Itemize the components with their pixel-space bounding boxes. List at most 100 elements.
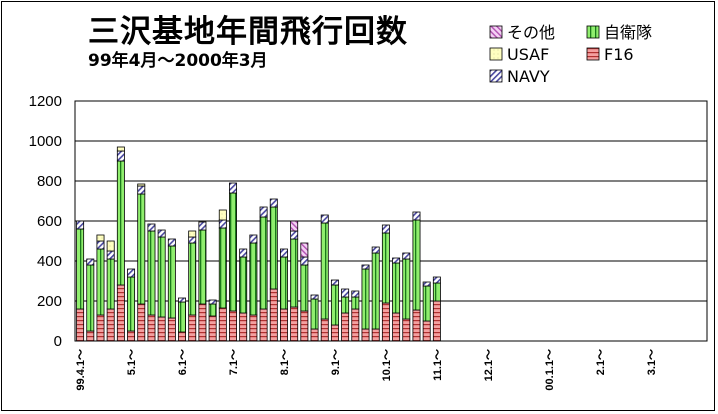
bar-segment	[218, 307, 227, 342]
legend-label: NAVY	[507, 67, 550, 86]
bar-segment	[116, 284, 125, 342]
bar-segment	[422, 285, 431, 322]
bar-segment	[86, 258, 95, 266]
bar-segment	[351, 308, 360, 342]
bar-segment	[371, 252, 380, 330]
y-tick-label: 400	[37, 253, 62, 270]
bar-segment	[392, 257, 401, 264]
axes: 0 200 400 600 800 1000 1200 99.4.1～ 5.1～ 6.1～ 7.1～…	[29, 93, 708, 391]
bars-group	[76, 146, 441, 342]
bar-segment	[432, 282, 441, 302]
bar-segment	[188, 236, 197, 244]
x-tick-label: 7.1～	[228, 349, 240, 375]
bar-segment	[96, 240, 105, 250]
x-tick-label: 12.1～	[483, 349, 495, 381]
bar-segment	[259, 206, 268, 218]
bar-segment	[320, 222, 329, 320]
chart-subtitle: 99年4月～2000年3月	[88, 51, 268, 71]
bar-segment	[116, 146, 125, 152]
x-tick-label: 10.1～	[381, 349, 393, 381]
bar-segment	[351, 296, 360, 310]
bar-segment	[269, 288, 278, 342]
bar-segment	[330, 284, 339, 326]
bar-segment	[137, 303, 146, 342]
bar-segment	[127, 276, 136, 332]
bar-segment	[290, 238, 299, 308]
bar-segment	[341, 296, 350, 314]
bar-segment	[127, 330, 136, 342]
bar-segment	[269, 198, 278, 208]
bar-segment	[310, 328, 319, 342]
plot-area	[74, 100, 708, 342]
legend-swatch	[489, 47, 503, 61]
bar-segment	[76, 228, 85, 310]
bar-segment	[259, 308, 268, 342]
x-tick-label: 3.1～	[646, 349, 658, 375]
bar-segment	[229, 310, 237, 342]
bar-segment	[137, 193, 146, 305]
bar-segment	[371, 328, 380, 342]
bar-segment	[300, 242, 309, 258]
legend-label: その他	[507, 23, 555, 42]
bar-segment	[402, 318, 411, 342]
bar-segment	[178, 297, 187, 303]
bar-segment	[412, 211, 421, 221]
bar-segment	[269, 206, 278, 290]
y-tick-label: 800	[37, 173, 62, 190]
legend-swatch	[489, 69, 503, 83]
bar-segment	[279, 308, 288, 342]
bar-segment	[198, 221, 207, 231]
bar-segment	[208, 299, 217, 305]
x-tick-label: 6.1～	[177, 349, 189, 375]
bar-segment	[330, 324, 339, 342]
bar-segment	[208, 303, 217, 317]
bar-segment	[106, 240, 115, 252]
bar-segment	[381, 302, 390, 342]
x-tick-label: 5.1～	[126, 349, 138, 375]
bar-segment	[218, 209, 227, 221]
legend: その他 自衛隊 USAF F16 NAVY	[489, 23, 652, 86]
bar-segment	[76, 220, 85, 230]
bar-segment	[361, 328, 370, 342]
bar-segment	[290, 230, 299, 240]
bar-segment	[412, 219, 421, 311]
bar-segment	[86, 330, 95, 342]
bar-segment	[361, 264, 370, 270]
bar-segment	[381, 224, 390, 234]
bar-segment	[198, 303, 207, 342]
bar-segment	[300, 256, 309, 266]
legend-label: 自衛隊	[604, 23, 652, 42]
bar-segment	[137, 185, 146, 195]
legend-swatch	[586, 25, 600, 39]
bar-segment	[330, 279, 339, 286]
bar-segment	[422, 320, 431, 342]
bar-segment	[239, 248, 248, 258]
bar-segment	[392, 262, 401, 314]
bar-segment	[341, 312, 350, 342]
bar-segment	[157, 229, 166, 238]
bar-segment	[402, 252, 411, 260]
y-tick-label: 1200	[29, 93, 62, 110]
bar-segment	[147, 223, 156, 232]
y-tick-label: 0	[54, 333, 62, 350]
bar-segment	[86, 264, 95, 332]
chart-title: 三沢基地年間飛行回数	[88, 14, 408, 50]
y-tick-label: 200	[37, 293, 62, 310]
bar-segment	[381, 232, 390, 304]
bar-segment	[218, 227, 227, 309]
bar-segment	[249, 234, 258, 244]
bar-segment	[167, 238, 176, 247]
legend-swatch	[489, 25, 503, 39]
bar-segment	[188, 242, 197, 316]
bar-segment	[76, 308, 85, 342]
bar-segment	[96, 248, 105, 316]
bar-segment	[167, 245, 176, 319]
bar-segment	[412, 309, 421, 342]
bar-segment	[188, 314, 197, 342]
bar-segment	[137, 183, 146, 187]
bar-segment	[341, 288, 350, 298]
bar-segment	[259, 216, 268, 310]
bar-segment	[320, 214, 329, 224]
bar-segment	[432, 276, 441, 284]
